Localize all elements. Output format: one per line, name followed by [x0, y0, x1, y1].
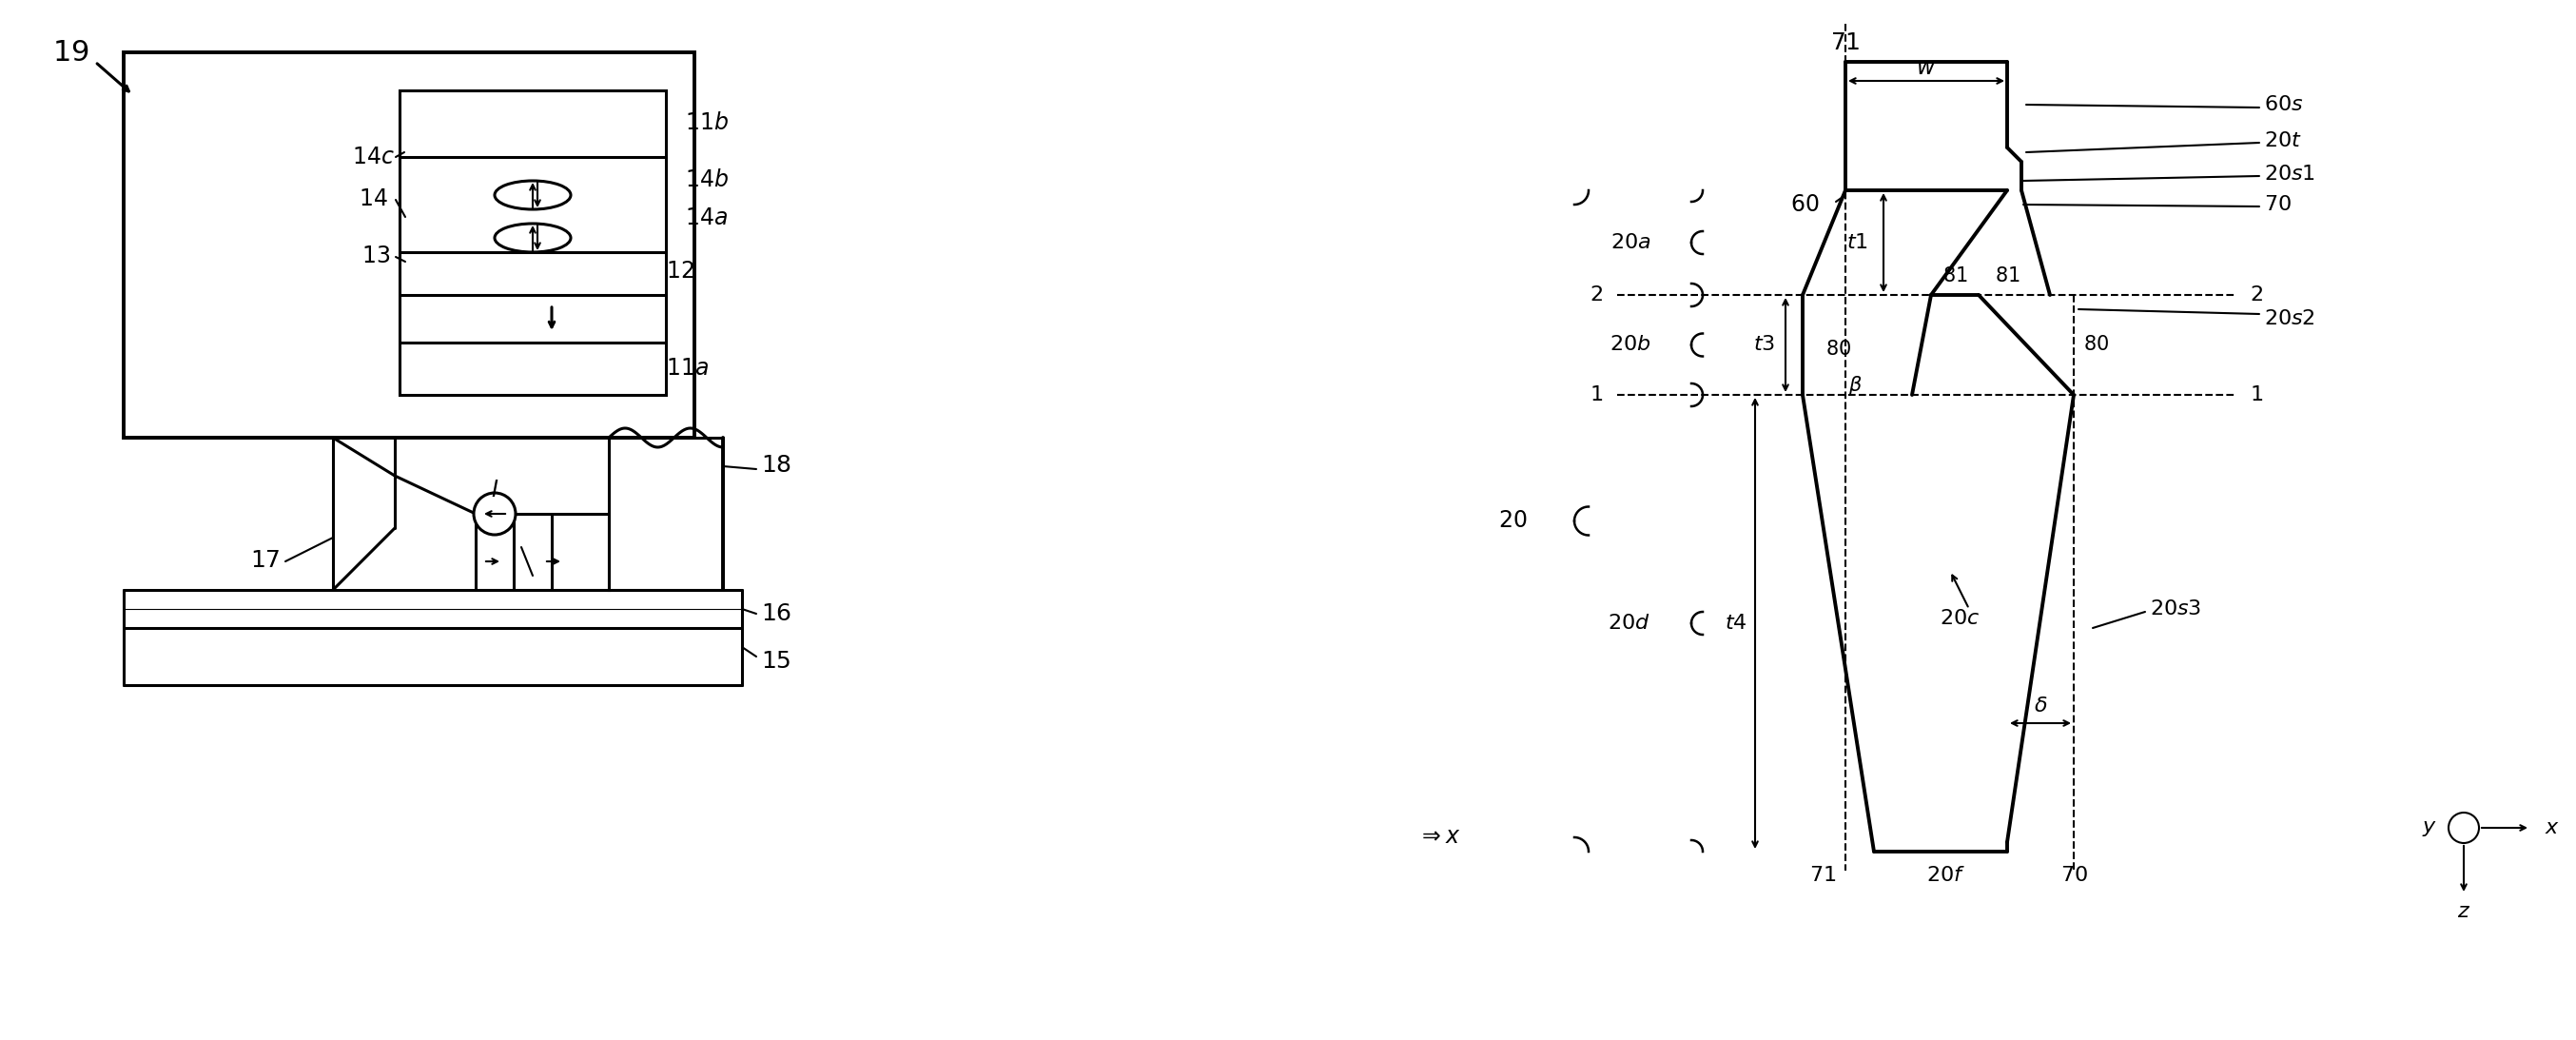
Text: $w$: $w$ — [1917, 57, 1937, 79]
Text: $70$: $70$ — [2264, 194, 2293, 215]
Text: $20c$: $20c$ — [1940, 608, 1981, 629]
Text: $z$: $z$ — [2458, 901, 2470, 922]
Text: $\beta$: $\beta$ — [1847, 374, 1862, 397]
Bar — [477, 514, 608, 590]
Text: $t1$: $t1$ — [1847, 232, 1868, 253]
Text: $20d$: $20d$ — [1607, 613, 1651, 633]
Text: $71$: $71$ — [1832, 32, 1860, 54]
Text: $20s2$: $20s2$ — [2264, 308, 2316, 330]
Text: $1$: $1$ — [2249, 385, 2264, 406]
Text: $19$: $19$ — [52, 37, 90, 68]
Text: $12$: $12$ — [665, 260, 693, 282]
Text: $20s1$: $20s1$ — [2264, 163, 2316, 184]
Text: $60$: $60$ — [1790, 193, 1819, 215]
Text: $70$: $70$ — [2061, 865, 2087, 886]
Text: $80$: $80$ — [2084, 335, 2110, 354]
Bar — [399, 90, 665, 395]
Text: $60s$: $60s$ — [2264, 95, 2303, 115]
Text: $20f$: $20f$ — [1927, 865, 1965, 886]
Text: $20t$: $20t$ — [2264, 130, 2303, 151]
Text: $80$: $80$ — [1826, 340, 1852, 359]
Text: $17$: $17$ — [250, 550, 281, 572]
Text: $11a$: $11a$ — [665, 358, 708, 381]
Text: $2$: $2$ — [1589, 285, 1602, 306]
Text: $2$: $2$ — [2249, 285, 2262, 306]
Text: $y$: $y$ — [2421, 817, 2437, 838]
Text: $16$: $16$ — [760, 603, 791, 625]
Text: $20$: $20$ — [1497, 510, 1528, 531]
Text: $x$: $x$ — [2545, 817, 2561, 838]
Text: $81$: $81$ — [1994, 266, 2020, 285]
Text: $14$: $14$ — [358, 189, 389, 211]
Circle shape — [2450, 812, 2478, 843]
Text: $\Rightarrow x$: $\Rightarrow x$ — [1417, 827, 1461, 849]
Text: $20a$: $20a$ — [1610, 232, 1651, 253]
Text: $20s3$: $20s3$ — [2151, 598, 2202, 620]
Text: $20b$: $20b$ — [1610, 334, 1651, 355]
Text: $14a$: $14a$ — [685, 208, 726, 230]
Text: $71$: $71$ — [1808, 865, 1837, 886]
Text: $15$: $15$ — [760, 650, 791, 672]
Text: $14b$: $14b$ — [685, 170, 729, 191]
Text: $t4$: $t4$ — [1726, 613, 1747, 633]
Text: $13$: $13$ — [361, 246, 389, 268]
Text: $81$: $81$ — [1942, 266, 1968, 285]
Text: $11b$: $11b$ — [685, 112, 729, 134]
Text: $I$: $I$ — [489, 479, 500, 501]
Text: $t3$: $t3$ — [1754, 334, 1775, 355]
Text: $1$: $1$ — [1589, 385, 1602, 406]
Text: $\delta$: $\delta$ — [2032, 696, 2048, 717]
Text: $14c$: $14c$ — [353, 146, 394, 167]
Bar — [124, 52, 696, 438]
Bar — [608, 438, 724, 590]
Text: $18$: $18$ — [760, 456, 791, 477]
Circle shape — [474, 493, 515, 535]
